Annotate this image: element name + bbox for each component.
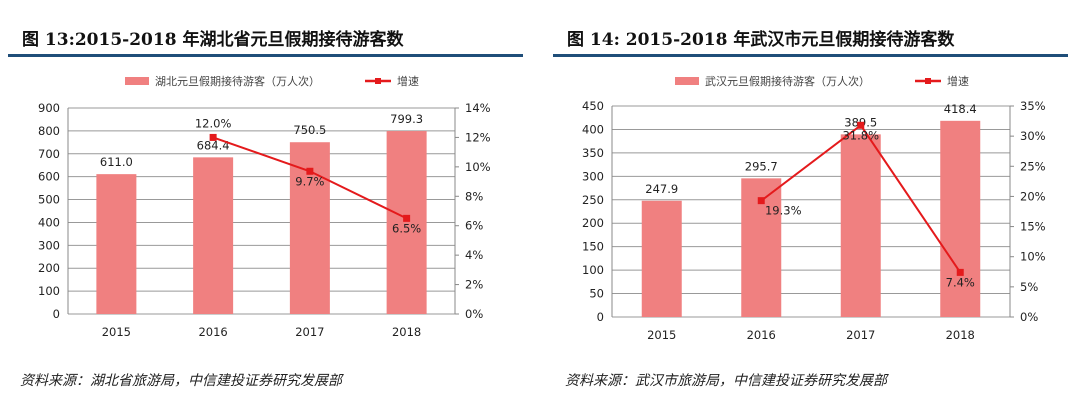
- y-tick-label: 100: [582, 263, 604, 277]
- growth-marker: [306, 167, 314, 175]
- y2-tick-label: 15%: [1020, 220, 1046, 234]
- y-tick-label: 400: [582, 122, 604, 136]
- bar: [940, 120, 981, 317]
- growth-value-label: 6.5%: [392, 221, 421, 235]
- bar-value-label: 684.4: [197, 138, 230, 152]
- y2-tick-label: 6%: [465, 219, 483, 233]
- legend-label: 增速: [397, 74, 419, 88]
- source-note: 资料来源：武汉市旅游局，中信建投证券研究发展部: [565, 373, 887, 389]
- y2-tick-label: 2%: [465, 278, 483, 292]
- growth-value-label: 12.0%: [195, 116, 232, 130]
- x-tick-label: 2015: [647, 328, 676, 342]
- bar-value-label: 295.7: [745, 159, 778, 173]
- x-tick-label: 2016: [198, 325, 227, 339]
- y-tick-label: 150: [582, 240, 604, 254]
- bar: [386, 131, 427, 314]
- y-tick-label: 500: [38, 193, 60, 207]
- y-tick-label: 300: [38, 238, 60, 252]
- y-tick-label: 0: [53, 307, 60, 321]
- y-tick-label: 350: [582, 146, 604, 160]
- x-tick-label: 2016: [747, 328, 776, 342]
- growth-marker: [209, 133, 217, 141]
- y-tick-label: 700: [38, 147, 60, 161]
- bar-value-label: 750.5: [293, 123, 326, 137]
- y2-tick-label: 4%: [465, 248, 483, 262]
- chart-1: 湖北元旦假期接待游客（万人次） 增速 0 100 200 300 400 500 600 700 8…: [38, 74, 491, 339]
- y-tick-label: 300: [582, 169, 604, 183]
- y-tick-label: 200: [582, 216, 604, 230]
- legend-bar-swatch: [125, 77, 149, 85]
- y2-tick-label: 30%: [1020, 129, 1046, 143]
- y-tick-label: 100: [38, 284, 60, 298]
- growth-marker: [757, 197, 765, 205]
- chart-2: 武汉元旦假期接待游客（万人次） 增速 0 50 100 150 200 250 300 350 40…: [582, 74, 1046, 342]
- x-tick-label: 2018: [392, 325, 421, 339]
- legend-marker: [925, 78, 931, 84]
- title-divider: [8, 54, 523, 57]
- chart-panel-2: 图 14: 2015-2018 年武汉市元旦假期接待游客数 武汉元旦假期接待游客…: [545, 0, 1075, 412]
- growth-value-label: 31.8%: [842, 128, 879, 142]
- y2-tick-label: 12%: [465, 130, 491, 144]
- bar-value-label: 418.4: [944, 102, 977, 116]
- source-note: 资料来源：湖北省旅游局，中信建投证券研究发展部: [20, 373, 342, 389]
- y2-tick-label: 10%: [1020, 250, 1046, 264]
- bar-value-label: 611.0: [100, 155, 133, 169]
- y-tick-label: 0: [597, 310, 604, 324]
- growth-value-label: 7.4%: [946, 275, 975, 289]
- bar: [96, 174, 137, 314]
- growth-marker: [956, 268, 964, 276]
- growth-marker: [857, 121, 865, 129]
- legend-label: 武汉元旦假期接待游客（万人次）: [705, 74, 870, 88]
- y2-tick-label: 20%: [1020, 189, 1046, 203]
- legend-bar-swatch: [675, 77, 699, 85]
- legend-label: 增速: [947, 74, 969, 88]
- legend-label: 湖北元旦假期接待游客（万人次）: [155, 74, 320, 88]
- growth-value-label: 9.7%: [295, 174, 324, 188]
- y2-tick-label: 14%: [465, 101, 491, 115]
- growth-value-label: 19.3%: [765, 204, 802, 218]
- y-tick-label: 900: [38, 101, 60, 115]
- y-tick-label: 450: [582, 99, 604, 113]
- x-tick-label: 2018: [946, 328, 975, 342]
- y2-tick-label: 5%: [1020, 280, 1038, 294]
- y-tick-label: 400: [38, 215, 60, 229]
- y2-tick-label: 0%: [1020, 310, 1038, 324]
- y-tick-label: 200: [38, 261, 60, 275]
- y2-tick-label: 8%: [465, 189, 483, 203]
- y-tick-label: 800: [38, 124, 60, 138]
- y2-tick-label: 35%: [1020, 99, 1046, 113]
- bar: [641, 200, 682, 317]
- chart-panel-1: 图 13:2015-2018 年湖北省元旦假期接待游客数 湖北元旦假期接待游客（…: [0, 0, 530, 412]
- growth-marker: [403, 214, 411, 222]
- y2-tick-label: 0%: [465, 307, 483, 321]
- y-tick-label: 600: [38, 170, 60, 184]
- bar-value-label: 799.3: [390, 112, 423, 126]
- legend-marker: [375, 78, 381, 84]
- chart-title: 图 14: 2015-2018 年武汉市元旦假期接待游客数: [567, 30, 955, 50]
- x-tick-label: 2017: [846, 328, 875, 342]
- x-tick-label: 2017: [295, 325, 324, 339]
- y-tick-label: 250: [582, 193, 604, 207]
- y-tick-label: 50: [589, 287, 604, 301]
- chart-title: 图 13:2015-2018 年湖北省元旦假期接待游客数: [22, 30, 404, 50]
- bar-value-label: 247.9: [645, 182, 678, 196]
- x-tick-label: 2015: [102, 325, 131, 339]
- bar: [840, 134, 881, 317]
- bar: [193, 157, 234, 314]
- y2-tick-label: 25%: [1020, 159, 1046, 173]
- title-divider: [553, 54, 1068, 57]
- y2-tick-label: 10%: [465, 160, 491, 174]
